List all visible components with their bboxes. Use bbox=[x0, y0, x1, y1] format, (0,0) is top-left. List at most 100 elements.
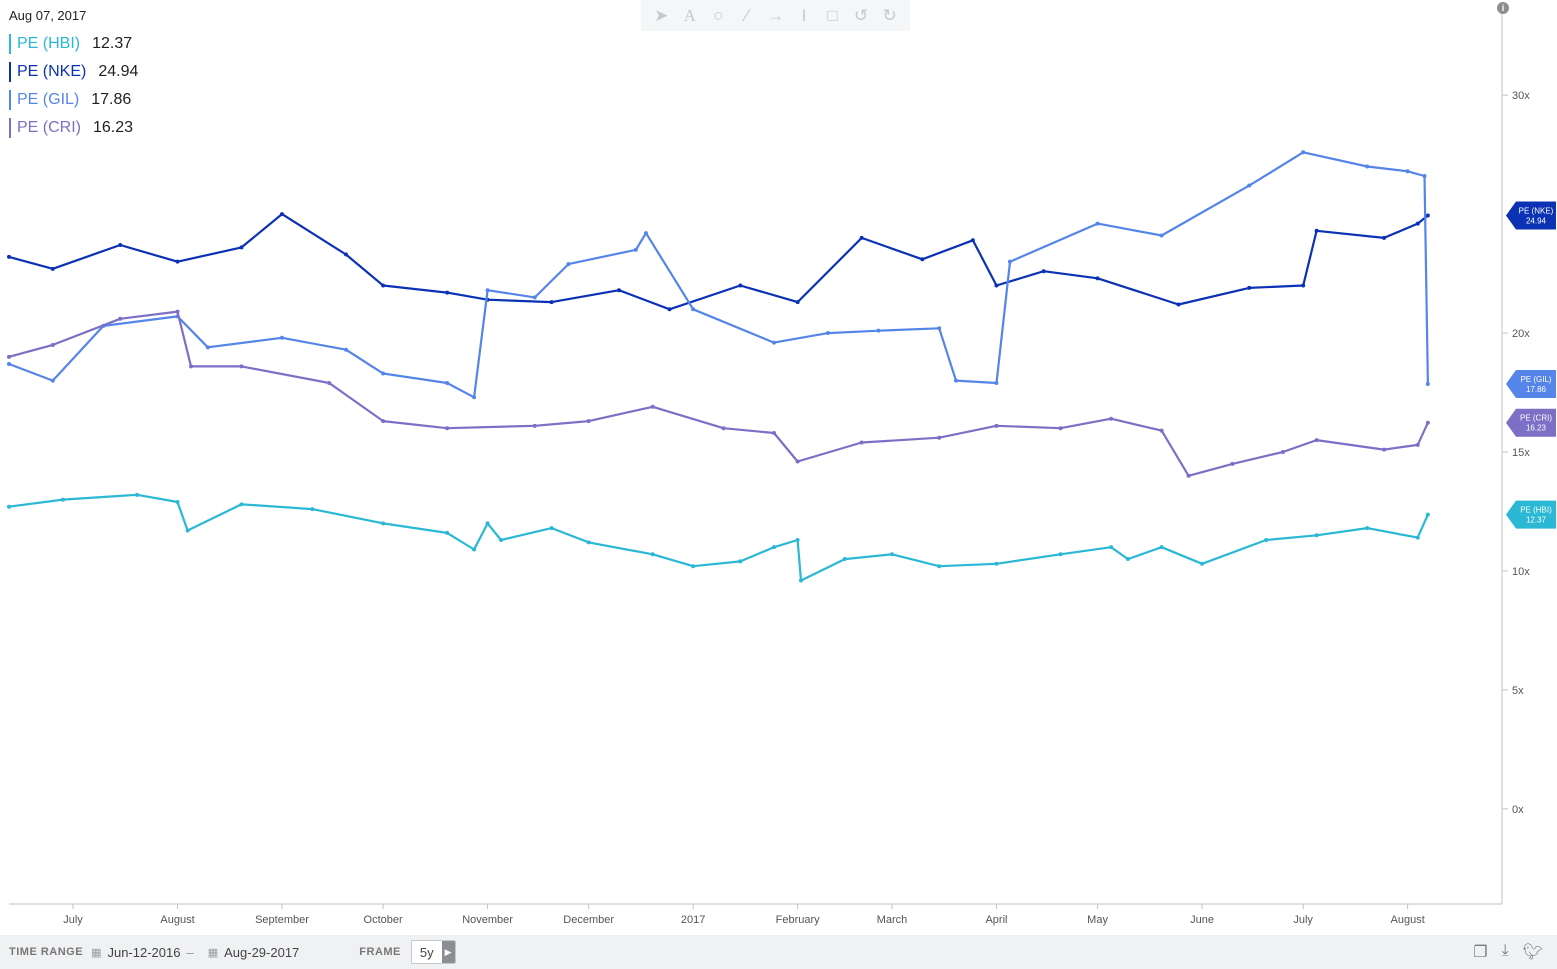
data-point bbox=[1159, 233, 1164, 238]
data-point bbox=[795, 300, 800, 305]
data-point bbox=[239, 502, 244, 507]
circle-icon[interactable]: ○ bbox=[713, 5, 724, 25]
copy-icon[interactable]: ❐ bbox=[1473, 944, 1488, 961]
data-point bbox=[50, 342, 55, 347]
time-range-label: TIME RANGE bbox=[9, 946, 84, 958]
series-line bbox=[8, 213, 1429, 311]
download-icon[interactable]: ⤓ bbox=[1501, 942, 1509, 959]
data-point bbox=[344, 252, 349, 257]
x-tick-label: 2017 bbox=[681, 914, 705, 926]
data-point bbox=[1058, 552, 1063, 557]
data-point bbox=[772, 545, 777, 550]
data-point bbox=[381, 371, 386, 376]
data-point bbox=[586, 419, 591, 424]
legend-name: PE (GIL) bbox=[17, 91, 80, 108]
data-point bbox=[1247, 183, 1252, 188]
data-point bbox=[1007, 259, 1012, 264]
legend-item-nke[interactable]: PE (NKE) 24.94 bbox=[9, 58, 138, 86]
data-point bbox=[889, 552, 894, 557]
data-point bbox=[1365, 164, 1370, 169]
data-point bbox=[1301, 150, 1306, 155]
data-point bbox=[1264, 538, 1269, 543]
cursor-text-icon[interactable]: I bbox=[801, 5, 807, 25]
data-point bbox=[1095, 276, 1100, 281]
data-point bbox=[381, 283, 386, 288]
data-point bbox=[1159, 545, 1164, 550]
undo-icon[interactable]: ↺ bbox=[853, 5, 869, 25]
data-point bbox=[1415, 221, 1420, 226]
data-point bbox=[1109, 416, 1114, 421]
data-point bbox=[586, 540, 591, 545]
drawing-toolbar: ➤ A ○ ∕ → I □ ↺ ↻ bbox=[641, 0, 910, 31]
value-tag bbox=[1506, 201, 1556, 230]
pencil-icon[interactable]: ∕ bbox=[745, 5, 749, 25]
data-point bbox=[50, 266, 55, 271]
y-tick-label: 5x bbox=[1512, 685, 1524, 697]
pointer-icon[interactable]: ➤ bbox=[654, 5, 669, 25]
data-point bbox=[920, 257, 925, 262]
legend-item-gil[interactable]: PE (GIL) 17.86 bbox=[9, 86, 138, 114]
legend-name: PE (NKE) bbox=[17, 63, 87, 80]
start-date[interactable]: Jun-12-2016 bbox=[107, 944, 181, 960]
legend-item-hbi[interactable]: PE (HBI) 12.37 bbox=[9, 30, 138, 58]
y-tick-label: 20x bbox=[1512, 328, 1530, 340]
data-point bbox=[1109, 545, 1114, 550]
data-point bbox=[1125, 557, 1130, 562]
calendar-icon[interactable]: ▦ bbox=[207, 946, 219, 959]
data-point bbox=[937, 564, 942, 569]
data-point bbox=[50, 378, 55, 383]
data-point bbox=[994, 381, 999, 386]
data-point bbox=[1301, 283, 1306, 288]
data-point bbox=[175, 309, 180, 314]
x-tick-label: October bbox=[364, 914, 403, 926]
info-icon[interactable]: i bbox=[1497, 2, 1509, 14]
trash-icon[interactable]: □ bbox=[827, 5, 838, 25]
frame-select[interactable]: 5y ▶ bbox=[410, 940, 456, 964]
end-date[interactable]: Aug-29-2017 bbox=[224, 944, 300, 960]
data-point bbox=[7, 504, 11, 509]
data-point bbox=[859, 440, 864, 445]
data-point bbox=[60, 497, 65, 502]
legend-item-cri[interactable]: PE (CRI) 16.23 bbox=[9, 114, 138, 142]
data-point bbox=[1365, 526, 1370, 531]
data-point bbox=[937, 435, 942, 440]
data-point bbox=[1425, 213, 1430, 218]
value-tag-value: 16.23 bbox=[1526, 424, 1547, 433]
data-point bbox=[344, 347, 349, 352]
y-tick-label: 0x bbox=[1512, 804, 1524, 816]
twitter-icon[interactable]: 🐦︎ bbox=[1522, 944, 1543, 961]
data-point bbox=[633, 247, 638, 252]
data-point bbox=[7, 254, 11, 259]
legend-value: 24.94 bbox=[98, 63, 139, 80]
data-point bbox=[1041, 269, 1046, 274]
data-point bbox=[118, 316, 123, 321]
data-point bbox=[1280, 450, 1285, 454]
x-tick-label: May bbox=[1087, 914, 1108, 926]
data-point bbox=[1382, 235, 1387, 240]
value-tag-value: 24.94 bbox=[1526, 217, 1547, 226]
value-tag bbox=[1506, 408, 1556, 437]
redo-icon[interactable]: ↻ bbox=[882, 5, 897, 25]
data-point bbox=[970, 238, 975, 243]
data-point bbox=[445, 530, 450, 535]
data-point bbox=[381, 419, 386, 424]
chevron-right-icon[interactable]: ▶ bbox=[441, 941, 455, 963]
data-point bbox=[859, 235, 864, 240]
value-tag-name: PE (NKE) bbox=[1519, 207, 1554, 216]
data-point bbox=[1415, 535, 1420, 540]
arrow-icon[interactable]: → bbox=[766, 5, 784, 25]
calendar-icon[interactable]: ▦ bbox=[91, 946, 102, 959]
legend-value: 12.37 bbox=[92, 35, 133, 52]
data-point bbox=[381, 521, 386, 526]
data-point bbox=[1314, 228, 1319, 233]
y-tick-label: 30x bbox=[1512, 90, 1530, 102]
data-point bbox=[667, 307, 672, 312]
data-point bbox=[650, 404, 655, 409]
data-point bbox=[798, 578, 803, 583]
data-point bbox=[650, 552, 655, 557]
data-point bbox=[1314, 533, 1319, 538]
text-icon[interactable]: A bbox=[683, 5, 696, 25]
data-point bbox=[738, 283, 743, 288]
data-point bbox=[1415, 442, 1420, 447]
